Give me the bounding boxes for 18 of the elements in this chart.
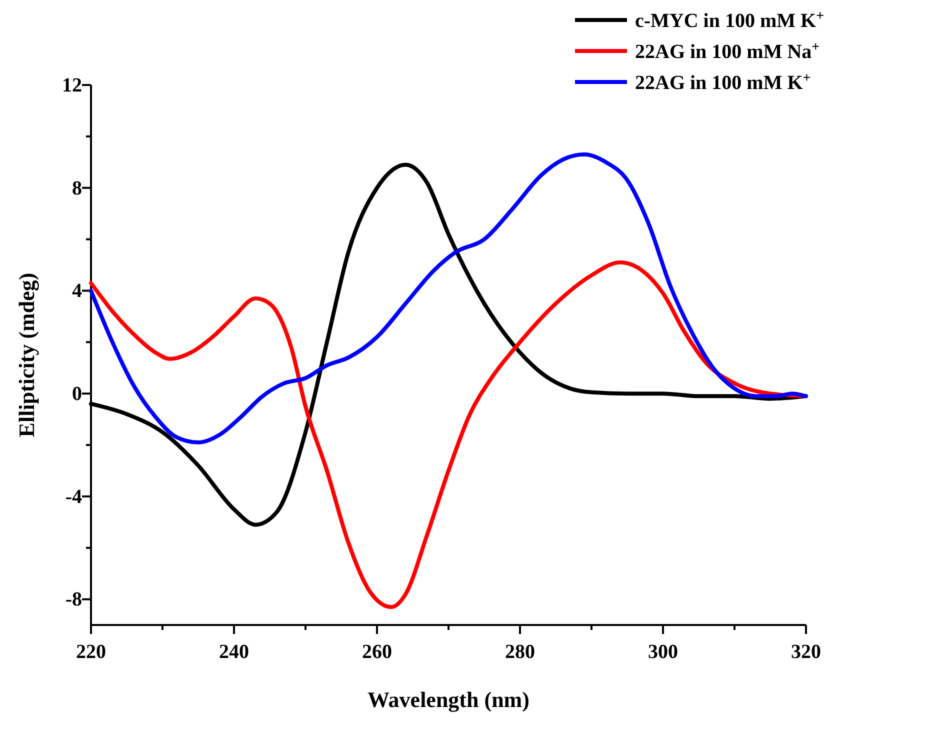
x-tick-label: 280 — [505, 641, 535, 663]
y-axis-title: Ellipticity (mdeg) — [14, 272, 39, 438]
legend-label: 22AG in 100 mM K$^{+}$ — [635, 70, 811, 94]
x-tick-label: 320 — [791, 641, 821, 663]
x-tick-label: 300 — [648, 641, 678, 663]
y-tick-label: 12 — [62, 74, 82, 96]
y-tick-label: 4 — [72, 280, 82, 302]
x-tick-label: 220 — [76, 641, 106, 663]
legend-label: c-MYC in 100 mM K$^{+}$ — [635, 8, 824, 32]
y-tick-label: 0 — [72, 382, 82, 405]
x-tick-label: 240 — [219, 641, 249, 663]
y-tick-label: 8 — [72, 177, 82, 200]
y-tick-label: -8 — [65, 588, 82, 611]
x-tick-label: 260 — [362, 641, 392, 663]
y-tick-label: -4 — [65, 486, 82, 508]
legend-label: 22AG in 100 mM Na$^{+}$ — [635, 40, 820, 63]
line-series — [89, 152, 808, 444]
x-axis-title: Wavelength (nm) — [368, 687, 530, 712]
